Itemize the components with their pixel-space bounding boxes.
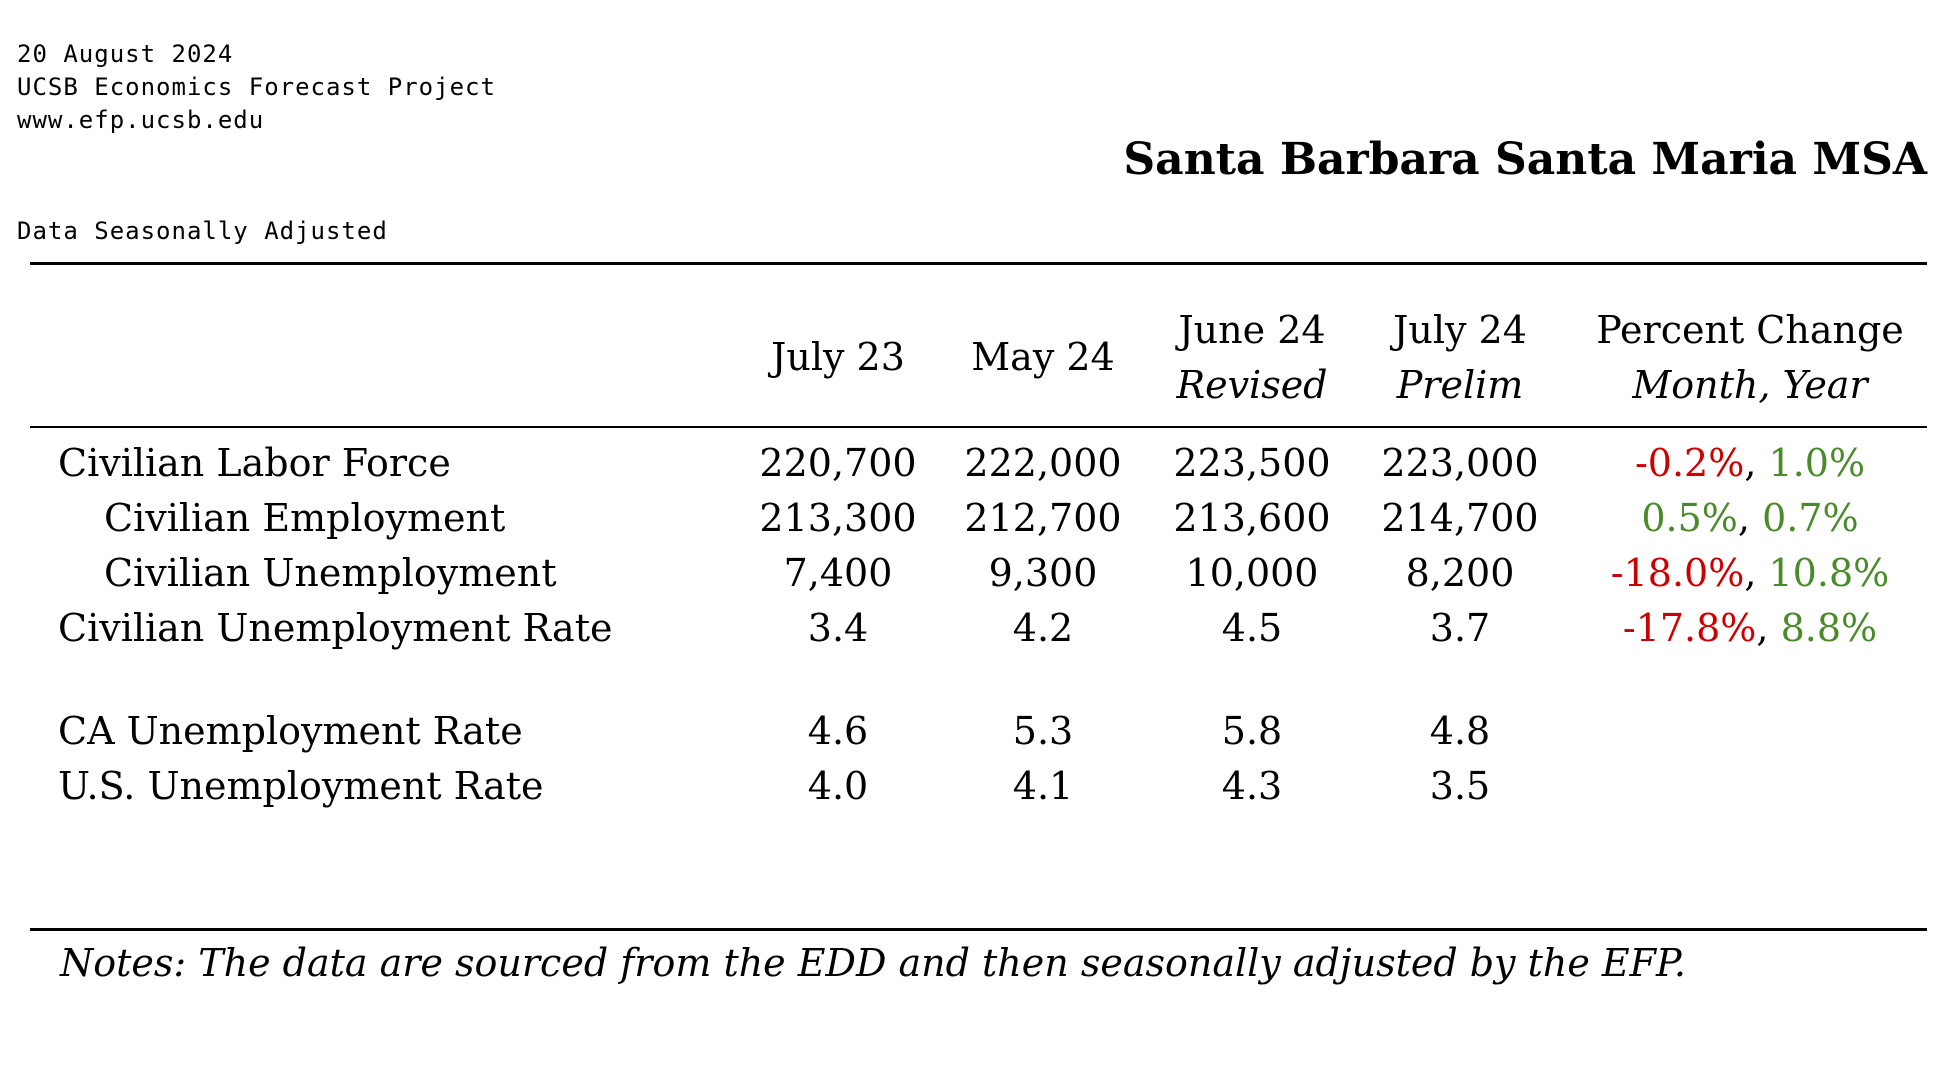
month-change: -0.2% — [1634, 441, 1745, 485]
value-may-24: 212,700 — [964, 496, 1122, 540]
month-change: -18.0% — [1610, 551, 1745, 595]
change-separator: , — [1756, 606, 1781, 650]
table-bottom-rule — [30, 928, 1927, 931]
value-july-24: 3.7 — [1429, 606, 1491, 650]
value-july-23: 220,700 — [759, 441, 917, 485]
year-change: 8.8% — [1780, 606, 1878, 650]
value-june-24: 10,000 — [1185, 551, 1319, 595]
row-label: Civilian Employment — [104, 496, 506, 540]
column-header-percent-change: Percent Change — [1596, 308, 1904, 352]
value-may-24: 222,000 — [964, 441, 1122, 485]
value-june-24: 213,600 — [1173, 496, 1331, 540]
year-change: 1.0% — [1768, 441, 1866, 485]
percent-change: -17.8%, 8.8% — [1623, 605, 1877, 651]
column-subheader-month-year: Month, Year — [1632, 363, 1868, 407]
value-july-23: 4.6 — [807, 709, 869, 753]
value-july-23: 4.0 — [807, 764, 869, 808]
region-title: Santa Barbara Santa Maria MSA — [1123, 134, 1927, 185]
change-separator: , — [1744, 551, 1769, 595]
year-change: 0.7% — [1762, 496, 1859, 540]
value-july-23: 3.4 — [807, 606, 869, 650]
value-july-23: 213,300 — [759, 496, 917, 540]
value-june-24: 223,500 — [1173, 441, 1331, 485]
value-june-24: 4.3 — [1221, 764, 1283, 808]
percent-change: -18.0%, 10.8% — [1611, 550, 1889, 596]
month-change: 0.5% — [1641, 496, 1738, 540]
column-subheader-prelim: Prelim — [1396, 363, 1524, 407]
value-may-24: 4.2 — [1012, 606, 1074, 650]
value-june-24: 4.5 — [1221, 606, 1283, 650]
column-header-june-24: June 24 — [1178, 308, 1326, 352]
website-url: www.efp.ucsb.edu — [17, 106, 265, 134]
row-label: Civilian Unemployment — [104, 551, 557, 595]
row-label: U.S. Unemployment Rate — [58, 764, 544, 808]
column-header-july-23: July 23 — [771, 335, 905, 379]
table-header-rule — [30, 426, 1927, 428]
percent-change: 0.5%, 0.7% — [1641, 495, 1858, 541]
column-header-may-24: May 24 — [971, 335, 1115, 379]
report-date: 20 August 2024 — [17, 40, 234, 68]
value-may-24: 5.3 — [1012, 709, 1074, 753]
value-june-24: 5.8 — [1221, 709, 1283, 753]
value-july-24: 8,200 — [1405, 551, 1515, 595]
percent-change: -0.2%, 1.0% — [1635, 440, 1865, 486]
row-label: CA Unemployment Rate — [58, 709, 523, 753]
change-separator: , — [1744, 441, 1769, 485]
table-top-rule — [30, 262, 1927, 265]
value-july-24: 4.8 — [1429, 709, 1491, 753]
value-july-24: 223,000 — [1381, 441, 1539, 485]
change-separator: , — [1737, 496, 1763, 540]
column-header-july-24: July 24 — [1393, 308, 1527, 352]
month-change: -17.8% — [1622, 606, 1757, 650]
table-notes: Notes: The data are sourced from the EDD… — [60, 941, 1686, 985]
value-may-24: 9,300 — [988, 551, 1098, 595]
row-label: Civilian Unemployment Rate — [58, 606, 613, 650]
year-change: 10.8% — [1768, 551, 1890, 595]
row-label: Civilian Labor Force — [58, 441, 451, 485]
value-july-24: 3.5 — [1429, 764, 1491, 808]
value-july-24: 214,700 — [1381, 496, 1539, 540]
column-subheader-revised: Revised — [1176, 363, 1328, 407]
value-july-23: 7,400 — [783, 551, 893, 595]
adjustment-note: Data Seasonally Adjusted — [17, 217, 388, 245]
value-may-24: 4.1 — [1012, 764, 1074, 808]
organization-name: UCSB Economics Forecast Project — [17, 73, 496, 101]
